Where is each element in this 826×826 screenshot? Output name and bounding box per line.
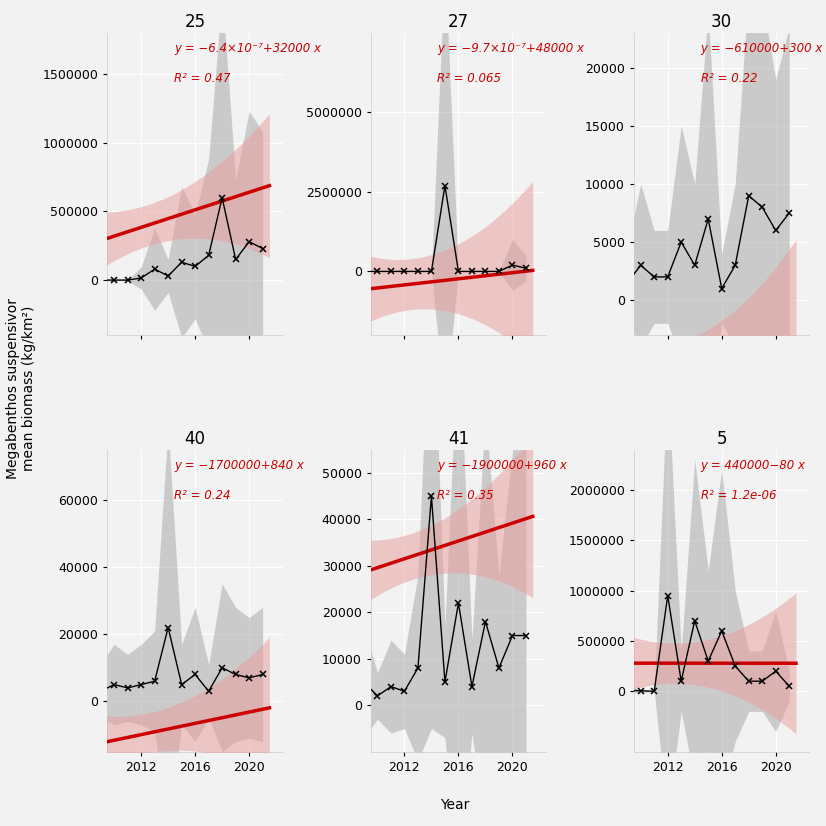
Text: y = −9.7×10⁻⁷+48000 x: y = −9.7×10⁻⁷+48000 x <box>438 42 584 55</box>
Title: 41: 41 <box>448 430 469 449</box>
Text: Year: Year <box>439 799 469 812</box>
Title: 27: 27 <box>448 13 469 31</box>
Title: 40: 40 <box>185 430 206 449</box>
Text: y = −1900000+960 x: y = −1900000+960 x <box>438 458 567 472</box>
Text: R² = 0.24: R² = 0.24 <box>174 489 230 502</box>
Text: y = −1700000+840 x: y = −1700000+840 x <box>174 458 304 472</box>
Text: Megabenthos suspensivor
mean biomass (kg/km²): Megabenthos suspensivor mean biomass (kg… <box>6 297 36 479</box>
Text: R² = 0.35: R² = 0.35 <box>438 489 494 502</box>
Text: y = −610000+300 x: y = −610000+300 x <box>700 42 823 55</box>
Title: 30: 30 <box>711 13 733 31</box>
Text: R² = 1.2e-06: R² = 1.2e-06 <box>700 489 776 502</box>
Text: R² = 0.065: R² = 0.065 <box>438 73 501 85</box>
Text: R² = 0.47: R² = 0.47 <box>174 73 230 85</box>
Text: y = −6.4×10⁻⁷+32000 x: y = −6.4×10⁻⁷+32000 x <box>174 42 321 55</box>
Title: 5: 5 <box>716 430 727 449</box>
Title: 25: 25 <box>184 13 206 31</box>
Text: R² = 0.22: R² = 0.22 <box>700 73 757 85</box>
Text: y = 440000−80 x: y = 440000−80 x <box>700 458 805 472</box>
